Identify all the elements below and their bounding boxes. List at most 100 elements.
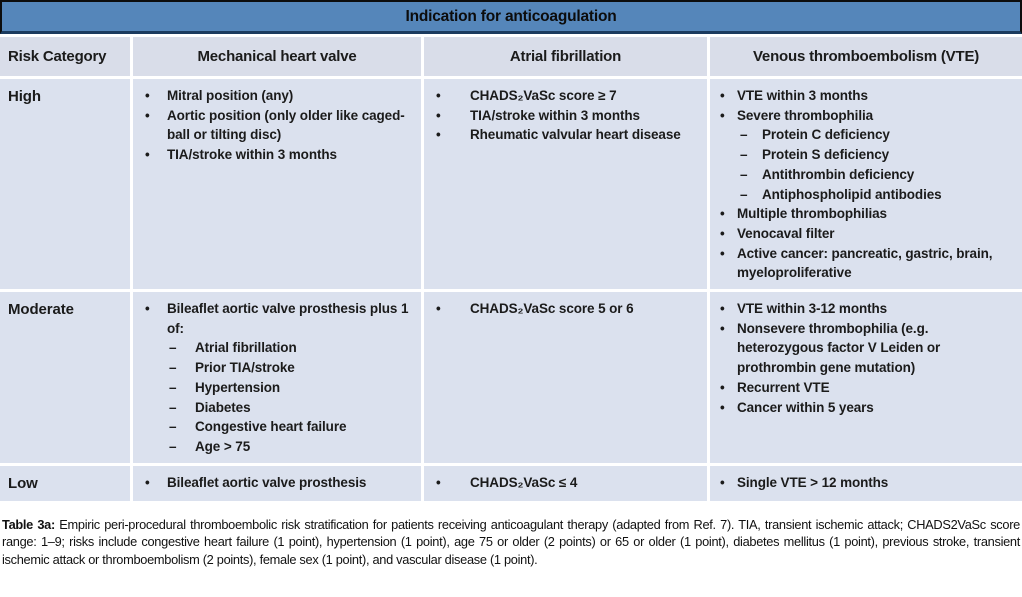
dash-marker: – (740, 166, 748, 182)
bullet-item: • Recurrent VTE (710, 378, 1016, 398)
list-item-text: TIA/stroke within 3 months (470, 107, 640, 123)
column-header-mechanical-heart-valve: Mechanical heart valve (133, 37, 421, 76)
dash-marker: – (169, 360, 177, 376)
bullet-item: • Bileaflet aortic valve prosthesis (133, 473, 415, 493)
row-high-category: High (0, 79, 130, 290)
bullet-marker: • (720, 245, 725, 261)
bullet-marker: • (436, 88, 441, 103)
bullet-item: • Bileaflet aortic valve prosthesis plus … (133, 299, 415, 338)
dash-marker: – (740, 186, 748, 202)
bullet-item: • Nonsevere thrombophilia (e.g. heterozyg… (710, 319, 1016, 378)
bullet-item: • Severe thrombophilia (710, 106, 1016, 126)
list-item-text: Atrial fibrillation (195, 340, 297, 356)
sub-bullet-item: – Congestive heart failure (133, 417, 415, 437)
dash-marker: – (169, 438, 177, 454)
list-item-text: Severe thrombophilia (737, 107, 874, 123)
bullet-item: • Multiple thrombophilias (710, 204, 1016, 224)
sub-bullet-item: – Hypertension (133, 378, 415, 398)
list-item-text: Aortic position (only older like caged-b… (167, 107, 405, 143)
column-header-label: Mechanical heart valve (197, 48, 357, 65)
list-item-text: Recurrent VTE (737, 379, 830, 395)
list-item-text: VTE within 3 months (737, 88, 868, 103)
bullet-marker: • (436, 107, 441, 123)
bullet-marker: • (436, 127, 441, 143)
column-header-vte: Venous thromboembolism (VTE) (710, 37, 1022, 76)
dash-marker: – (169, 399, 177, 415)
bullet-marker: • (720, 379, 725, 395)
list-item-text: Multiple thrombophilias (737, 206, 887, 222)
bullet-item: • VTE within 3-12 months (710, 299, 1016, 319)
bullet-marker: • (436, 474, 441, 490)
list-item-text: Prior TIA/stroke (195, 360, 295, 376)
bullet-item: • Aortic position (only older like caged-… (133, 106, 415, 145)
bullet-marker: • (720, 320, 725, 336)
caption-text: Empiric peri-procedural thromboembolic r… (2, 516, 1020, 568)
column-header-label: Risk Category (8, 48, 107, 65)
bullet-item: • Single VTE > 12 months (710, 473, 1016, 493)
row-moderate-category: Moderate (0, 292, 130, 463)
list-item-text: Single VTE > 12 months (737, 474, 889, 490)
list-item-text: Congestive heart failure (195, 419, 347, 435)
dash-marker: – (740, 127, 748, 143)
column-header-risk-category: Risk Category (0, 37, 130, 76)
bullet-marker: • (720, 107, 725, 123)
cell-high-atrial-fibrillation: • CHADS₂VaSc score ≥ 7 • TIA/stroke within … (424, 79, 707, 290)
list-item-text: Antiphospholipid antibodies (762, 186, 942, 202)
list-item-text: Diabetes (195, 399, 251, 415)
bullet-marker: • (720, 301, 725, 317)
bullet-item: • Mitral position (any) (133, 86, 415, 106)
list-item-text: Rheumatic valvular heart disease (470, 127, 681, 143)
cell-high-mechanical: • Mitral position (any) • Aortic position (… (133, 79, 421, 290)
table-title: Indication for anticoagulation (405, 7, 617, 25)
dash-marker: – (169, 419, 177, 435)
sub-bullet-item: – Antithrombin deficiency (710, 165, 1016, 185)
bullet-marker: • (145, 107, 150, 123)
list-item-text: CHADS₂VaSc ≤ 4 (470, 474, 578, 490)
bullet-item: • CHADS₂VaSc ≤ 4 (424, 473, 701, 493)
cell-moderate-mechanical: • Bileaflet aortic valve prosthesis plus … (133, 292, 421, 463)
list-item-text: VTE within 3-12 months (737, 301, 888, 317)
list-item-text: Protein C deficiency (762, 127, 890, 143)
column-header-atrial-fibrillation: Atrial fibrillation (424, 37, 707, 76)
cell-moderate-atrial-fibrillation: • CHADS₂VaSc score 5 or 6 (424, 292, 707, 463)
list-item-text: Protein S deficiency (762, 147, 890, 163)
list-item-text: Active cancer: pancreatic, gastric, brai… (737, 245, 993, 281)
bullet-item: • VTE within 3 months (710, 86, 1016, 106)
list-item-text: Hypertension (195, 379, 281, 395)
column-header-label: Venous thromboembolism (VTE) (752, 48, 980, 65)
bullet-marker: • (720, 474, 725, 490)
row-low-category: Low (0, 465, 130, 501)
table-title-bar: Indication for anticoagulation (0, 0, 1022, 34)
bullet-item: • CHADS₂VaSc score ≥ 7 (424, 86, 701, 106)
sub-bullet-item: – Age > 75 (133, 437, 415, 457)
dash-marker: – (169, 340, 177, 356)
bullet-marker: • (145, 147, 150, 163)
list-item-text: Bileaflet aortic valve prosthesis (167, 474, 367, 490)
cell-low-atrial-fibrillation: • CHADS₂VaSc ≤ 4 (424, 465, 707, 501)
sub-bullet-item: – Diabetes (133, 398, 415, 418)
bullet-marker: • (720, 399, 725, 415)
risk-stratification-table: Indication for anticoagulation Risk Cate… (0, 0, 1022, 501)
column-header-label: Atrial fibrillation (509, 48, 622, 65)
bullet-item: • Rheumatic valvular heart disease (424, 125, 701, 145)
bullet-item: • Cancer within 5 years (710, 398, 1016, 418)
bullet-marker: • (720, 225, 725, 241)
bullet-marker: • (145, 88, 150, 103)
list-item-text: Venocaval filter (737, 225, 835, 241)
list-item-text: Nonsevere thrombophilia (e.g. heterozygo… (737, 320, 941, 376)
sub-bullet-item: – Protein C deficiency (710, 125, 1016, 145)
table-caption: Table 3a: Empiric peri-procedural thromb… (0, 516, 1022, 570)
cell-low-vte: • Single VTE > 12 months (710, 465, 1022, 501)
list-item-text: Bileaflet aortic valve prosthesis plus 1… (167, 301, 409, 336)
dash-marker: – (169, 379, 177, 395)
cell-low-mechanical: • Bileaflet aortic valve prosthesis (133, 465, 421, 501)
list-item-text: TIA/stroke within 3 months (167, 147, 337, 163)
list-item-text: CHADS₂VaSc score ≥ 7 (470, 88, 617, 103)
page: Indication for anticoagulation Risk Cate… (0, 0, 1022, 570)
bullet-item: • CHADS₂VaSc score 5 or 6 (424, 299, 701, 319)
cell-moderate-vte: • VTE within 3-12 months • Nonsevere thromb… (710, 292, 1022, 463)
sub-bullet-item: – Prior TIA/stroke (133, 358, 415, 378)
list-item-text: Mitral position (any) (167, 88, 294, 103)
list-item-text: Cancer within 5 years (737, 399, 874, 415)
bullet-marker: • (720, 88, 725, 103)
